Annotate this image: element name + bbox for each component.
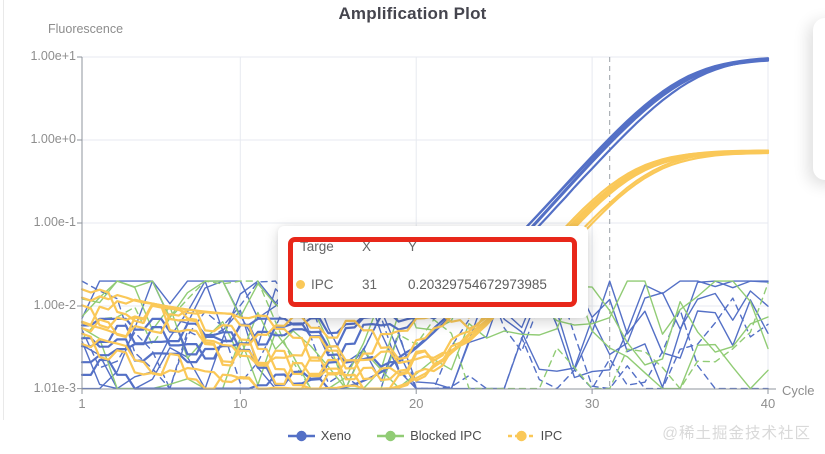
legend-item-blocked-ipc[interactable]: Blocked IPC bbox=[377, 428, 482, 443]
tooltip-series-name: IPC bbox=[311, 277, 334, 292]
legend-label: Xeno bbox=[320, 428, 352, 443]
series-trace bbox=[80, 149, 770, 390]
right-edge-floating-panel[interactable] bbox=[813, 18, 825, 180]
chart-tooltip: Targe X Y IPC 31 0.20329754672973985 bbox=[278, 226, 588, 318]
y-tick-label: 1.00e-2 bbox=[33, 298, 76, 312]
left-edge-divider bbox=[3, 0, 4, 420]
series-trace bbox=[80, 58, 770, 368]
legend-label: Blocked IPC bbox=[410, 428, 482, 443]
tooltip-row-ipc: IPC 31 0.20329754672973985 bbox=[296, 277, 547, 292]
legend-line-dot-icon bbox=[507, 430, 535, 441]
y-axis-title: Fluorescence bbox=[48, 22, 124, 36]
legend-item-xeno[interactable]: Xeno bbox=[287, 428, 352, 443]
series-trace bbox=[80, 150, 770, 382]
ipc-series-dot-icon bbox=[296, 280, 305, 289]
tooltip-header-target: Targe bbox=[300, 239, 334, 254]
series-trace bbox=[81, 280, 769, 390]
y-tick-label: 1.00e+1 bbox=[30, 49, 76, 63]
chart-legend: Xeno Blocked IPC IPC bbox=[82, 428, 768, 443]
y-tick-label: 1.00e+0 bbox=[30, 132, 76, 146]
legend-line-dot-icon bbox=[377, 430, 405, 441]
x-tick-label: 30 bbox=[584, 396, 600, 411]
watermark-text: @稀土掘金技术社区 bbox=[662, 425, 811, 442]
series-trace bbox=[81, 280, 769, 390]
series-trace bbox=[81, 280, 769, 390]
y-tick-label: 1.01e-3 bbox=[33, 380, 76, 395]
x-axis-title: Cycle bbox=[782, 383, 815, 398]
tooltip-y-value: 0.20329754672973985 bbox=[408, 277, 547, 292]
legend-line-dot-icon bbox=[287, 430, 315, 441]
legend-label: IPC bbox=[540, 428, 563, 443]
tooltip-header-y: Y bbox=[408, 239, 418, 254]
series-trace bbox=[80, 151, 770, 390]
tooltip-header: Targe X Y bbox=[300, 239, 417, 254]
x-tick-label: 10 bbox=[233, 396, 248, 411]
y-tick-label: 1.00e-1 bbox=[33, 215, 76, 229]
legend-item-ipc[interactable]: IPC bbox=[507, 428, 563, 443]
series-trace bbox=[81, 280, 769, 390]
chart-title: Amplification Plot bbox=[338, 4, 487, 23]
tooltip-header-x: X bbox=[362, 239, 372, 254]
series-trace bbox=[80, 149, 770, 367]
x-tick-label: 1 bbox=[78, 396, 86, 411]
tooltip-x-value: 31 bbox=[362, 277, 378, 292]
x-tick-label: 40 bbox=[760, 396, 776, 411]
x-tick-label: 20 bbox=[408, 396, 424, 411]
